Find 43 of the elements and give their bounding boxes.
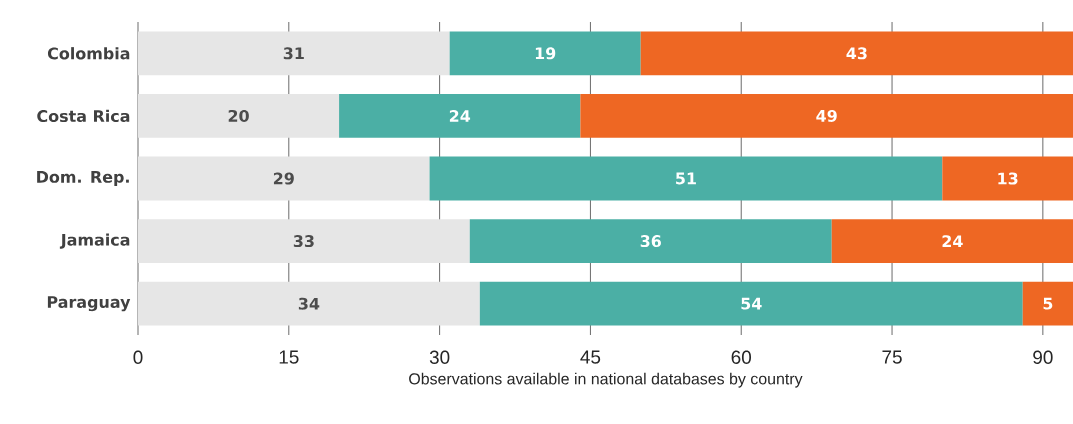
x-tick-label: 90	[1033, 350, 1053, 364]
data-label: 13	[998, 172, 1018, 185]
bar	[831, 219, 1073, 264]
data-label: 31	[283, 47, 304, 60]
y-tick-label: Jamaica	[59, 233, 130, 249]
data-label: 5	[1043, 297, 1053, 310]
data-label: 43	[846, 47, 867, 60]
y-tick-label: Dom. Rep.	[37, 171, 129, 186]
bar	[138, 156, 430, 201]
x-tick-label: 15	[279, 350, 299, 364]
data-label: 29	[273, 172, 294, 185]
data-label: 19	[535, 47, 556, 60]
bar	[138, 93, 340, 138]
data-label: 34	[298, 297, 320, 310]
x-tick-label: 0	[133, 350, 143, 364]
data-label: 33	[293, 235, 314, 248]
x-tick-label: 60	[731, 350, 752, 364]
x-axis-title: Observations available in national databases by country	[409, 372, 803, 388]
data-label: 51	[676, 172, 696, 185]
bar	[942, 156, 1073, 201]
x-tick-label: 30	[429, 350, 450, 364]
bar	[138, 219, 470, 264]
bar	[479, 281, 1023, 326]
bar	[339, 93, 581, 138]
data-label: 49	[816, 109, 837, 122]
y-tick-label: Paraguay	[47, 296, 131, 312]
bar	[138, 31, 450, 76]
bar	[429, 156, 943, 201]
bar	[469, 219, 832, 264]
x-tick-label: 75	[882, 350, 902, 364]
data-label: 54	[741, 297, 762, 310]
bar	[580, 93, 1073, 138]
x-tick-label: 45	[580, 350, 601, 364]
data-label: 36	[640, 235, 661, 248]
bar	[1022, 281, 1073, 326]
y-tick-label: Costa Rica	[37, 109, 130, 123]
bar	[449, 31, 641, 76]
bar	[640, 31, 1073, 76]
data-label: 24	[449, 109, 471, 122]
data-label: 24	[942, 235, 963, 248]
bar	[138, 281, 480, 326]
data-label: 20	[228, 109, 249, 122]
y-tick-label: Colombia	[47, 47, 130, 60]
